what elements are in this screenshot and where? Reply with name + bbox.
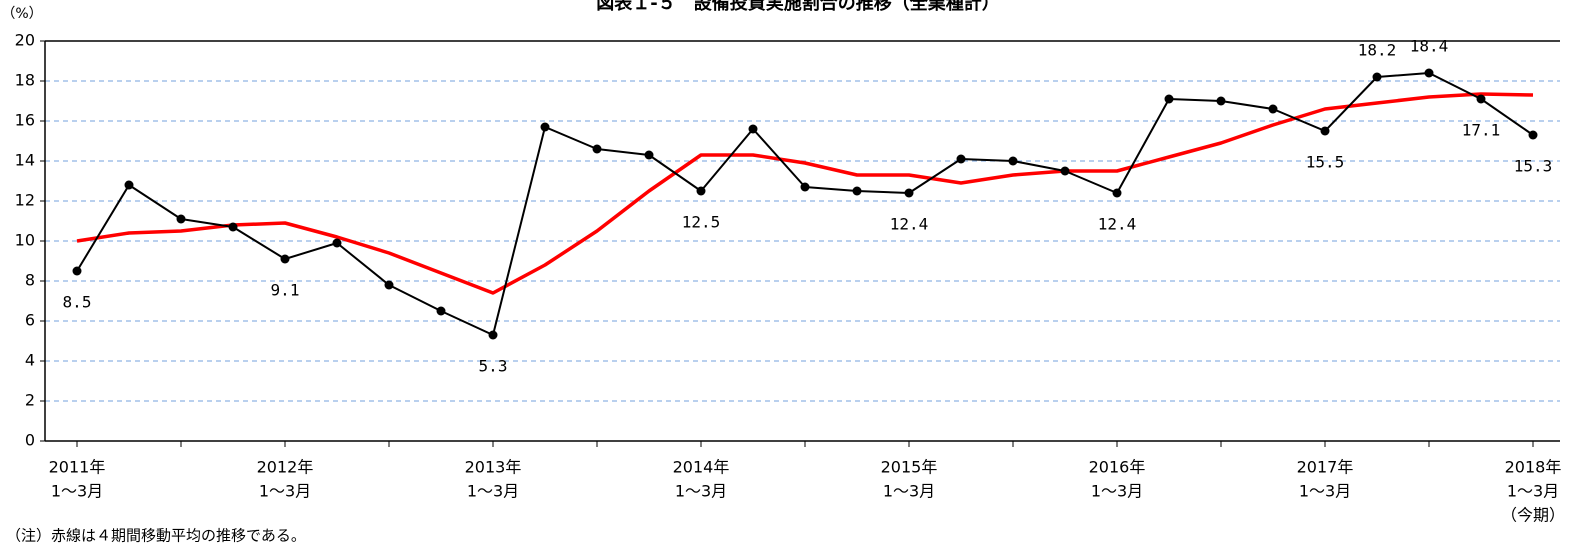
- data-label: 5.3: [479, 357, 508, 376]
- y-tick-label: 2: [25, 391, 35, 410]
- y-tick-label: 20: [15, 31, 35, 50]
- x-tick-label: 1～3月: [1299, 482, 1351, 501]
- y-tick-label: 8: [25, 271, 35, 290]
- point: [852, 186, 862, 196]
- x-tick-label: 2014年: [673, 458, 730, 477]
- point: [1008, 156, 1018, 166]
- data-label: 12.4: [890, 215, 929, 234]
- point: [1372, 72, 1382, 82]
- point: [1268, 104, 1278, 114]
- x-tick-label: 1～3月: [259, 482, 311, 501]
- data-label: 12.5: [682, 213, 721, 232]
- y-axis-label: （%）: [1, 6, 42, 22]
- x-tick-label: 1～3月: [1507, 482, 1559, 501]
- x-tick-label: 2015年: [881, 458, 938, 477]
- point: [904, 188, 914, 198]
- y-tick-label: 4: [25, 351, 35, 370]
- y-tick-label: 6: [25, 311, 35, 330]
- point: [176, 214, 186, 224]
- x-tick-label: 1～3月: [51, 482, 103, 501]
- point: [1476, 94, 1486, 104]
- x-tick-label: 1～3月: [883, 482, 935, 501]
- x-tick-label: 2017年: [1297, 458, 1354, 477]
- point: [384, 280, 394, 290]
- point: [72, 266, 82, 276]
- point: [540, 122, 550, 132]
- y-tick-label: 18: [15, 71, 35, 90]
- x-tick-label: 1～3月: [675, 482, 727, 501]
- point: [1424, 68, 1434, 78]
- data-label: 17.1: [1462, 121, 1501, 140]
- data-label: 18.4: [1410, 37, 1449, 56]
- x-tick-label: 2011年: [49, 458, 106, 477]
- x-tick-label: 1～3月: [467, 482, 519, 501]
- y-tick-label: 12: [15, 191, 35, 210]
- x-tick-label: 2016年: [1089, 458, 1146, 477]
- point: [1320, 126, 1330, 136]
- data-label: 18.2: [1358, 41, 1397, 60]
- data-label: 15.5: [1306, 153, 1345, 172]
- point: [592, 144, 602, 154]
- point: [644, 150, 654, 160]
- x-tick-label: 2013年: [465, 458, 522, 477]
- point: [748, 124, 758, 134]
- y-tick-label: 0: [25, 431, 35, 450]
- point: [696, 186, 706, 196]
- data-label: 9.1: [271, 281, 300, 300]
- point: [124, 180, 134, 190]
- point: [1164, 94, 1174, 104]
- x-tick-label: 2012年: [257, 458, 314, 477]
- point: [228, 222, 238, 232]
- chart-title: 図表１-５ 設備投資実施割合の推移（全業種計）: [596, 0, 999, 14]
- data-label: 8.5: [63, 293, 92, 312]
- point: [280, 254, 290, 264]
- point: [1112, 188, 1122, 198]
- x-tick-label: （今期）: [1501, 506, 1565, 525]
- point: [956, 154, 966, 164]
- y-tick-label: 16: [15, 111, 35, 130]
- data-label: 15.3: [1514, 157, 1553, 176]
- series-line: [76, 92, 1534, 295]
- note: （注）赤線は４期間移動平均の推移である。: [6, 527, 306, 543]
- point: [436, 306, 446, 316]
- point: [488, 330, 498, 340]
- point: [1060, 166, 1070, 176]
- x-tick-label: 1～3月: [1091, 482, 1143, 501]
- point: [1528, 130, 1538, 140]
- data-label: 12.4: [1098, 215, 1137, 234]
- y-tick-label: 10: [15, 231, 35, 250]
- x-tick-label: 2018年: [1505, 458, 1562, 477]
- y-tick-label: 14: [15, 151, 35, 170]
- point: [800, 182, 810, 192]
- point: [332, 238, 342, 248]
- point: [1216, 96, 1226, 106]
